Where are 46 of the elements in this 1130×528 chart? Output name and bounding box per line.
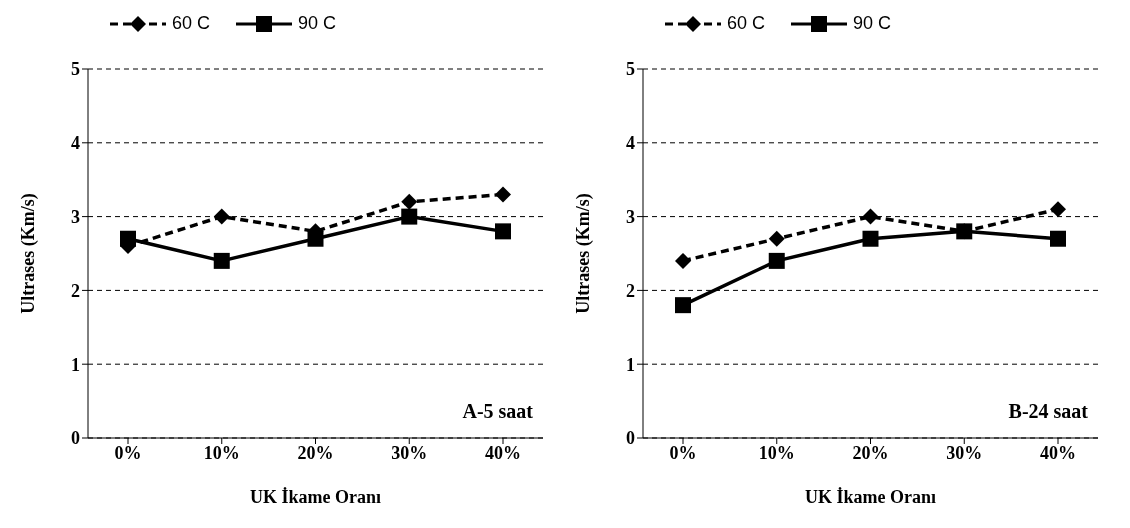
point [1050, 230, 1066, 247]
y-tick-label: 2 [71, 280, 80, 301]
point [862, 208, 879, 225]
legend-label: 60 C [172, 13, 211, 34]
y-tick-label: 0 [71, 428, 80, 449]
x-tick-label: 10% [758, 442, 795, 463]
annotation: B-24 saat [1008, 400, 1088, 423]
legend-label: 60 C [727, 13, 766, 34]
legend-label: 90 C [853, 13, 892, 34]
y-tick-label: 3 [626, 206, 635, 227]
legend-label: 90 C [298, 13, 337, 34]
y-tick-label: 5 [71, 59, 80, 80]
x-axis-title: UK İkame Oranı [804, 487, 937, 507]
y-axis-title: Ultrases (Km/s) [18, 193, 40, 314]
point [401, 208, 418, 225]
point [401, 193, 418, 210]
y-tick-label: 2 [626, 280, 635, 301]
point [675, 297, 691, 314]
x-tick-label: 20% [852, 442, 889, 463]
y-tick-label: 4 [626, 133, 635, 154]
point [1050, 201, 1066, 218]
point [495, 223, 511, 240]
x-tick-label: 0% [114, 442, 142, 463]
point [768, 252, 785, 269]
annotation: A-5 saat [462, 400, 533, 423]
y-tick-label: 0 [626, 428, 635, 449]
point [495, 186, 511, 203]
y-tick-label: 1 [71, 354, 80, 375]
x-tick-label: 20% [297, 442, 334, 463]
point [213, 252, 230, 269]
y-tick-label: 4 [71, 133, 80, 154]
point [862, 230, 879, 247]
point [768, 230, 785, 247]
x-tick-label: 40% [485, 442, 521, 463]
x-tick-label: 10% [203, 442, 240, 463]
y-axis-title: Ultrases (Km/s) [573, 193, 595, 314]
y-tick-label: 1 [626, 354, 635, 375]
y-tick-label: 5 [626, 59, 635, 80]
x-tick-label: 30% [946, 442, 983, 463]
point [213, 208, 230, 225]
x-tick-label: 40% [1040, 442, 1076, 463]
y-tick-label: 3 [71, 206, 80, 227]
x-tick-label: 30% [391, 442, 428, 463]
x-axis-title: UK İkame Oranı [249, 487, 382, 507]
x-tick-label: 0% [669, 442, 697, 463]
point [675, 252, 691, 269]
